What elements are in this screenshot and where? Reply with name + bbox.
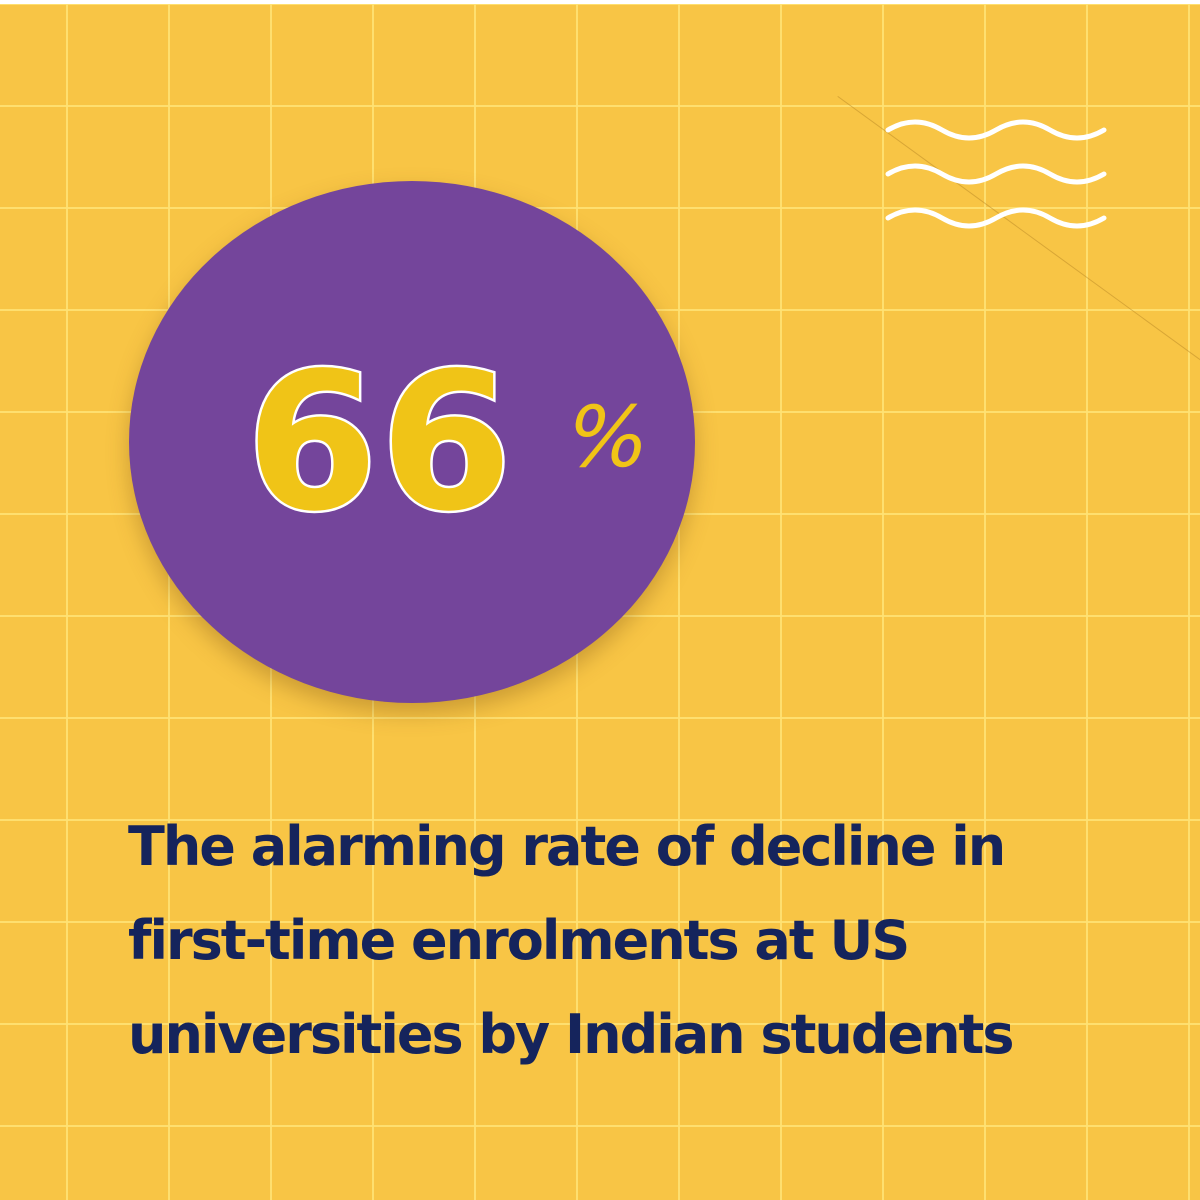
stat-caption: The alarming rate of decline in first-ti… — [128, 800, 1128, 1082]
stat-number: 66 — [244, 332, 515, 553]
caption-line-3: universities by Indian students — [128, 1003, 1015, 1066]
wave-lines-icon — [885, 119, 1107, 229]
caption-line-2: first-time enrolments at US — [128, 909, 910, 972]
stat-circle — [129, 181, 695, 703]
top-edge-border — [0, 0, 1200, 4]
caption-line-1: The alarming rate of decline in — [128, 815, 1006, 878]
